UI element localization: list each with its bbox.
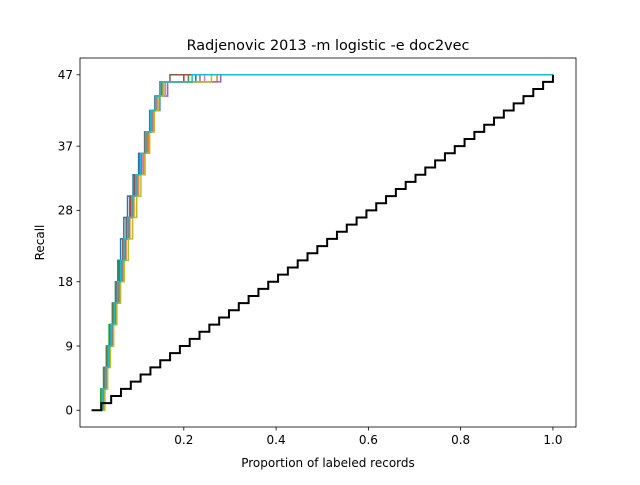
random-baseline-curve: [91, 74, 554, 412]
y-tick-label: 9: [65, 339, 73, 353]
y-axis-label: Recall: [33, 225, 47, 261]
x-tick-label: 0.6: [359, 433, 378, 447]
plot-area: [91, 74, 554, 412]
recall-curve-9: [101, 74, 553, 411]
chart-title: Radjenovic 2013 -m logistic -e doc2vec: [187, 38, 470, 54]
y-tick-label: 37: [58, 139, 73, 153]
y-tick-label: 18: [58, 275, 73, 289]
x-axis-ticks: 0.2 0.4 0.6 0.8 1.0: [174, 427, 562, 447]
x-tick-label: 0.2: [174, 433, 193, 447]
x-tick-label: 1.0: [543, 433, 562, 447]
y-tick-label: 28: [58, 204, 73, 218]
y-tick-label: 47: [58, 68, 73, 82]
y-axis-ticks: 0 9 18 28 37 47: [58, 68, 80, 418]
x-axis-label: Proportion of labeled records: [241, 456, 415, 470]
recall-curve-10: [98, 74, 553, 411]
x-tick-label: 0.8: [451, 433, 470, 447]
x-tick-label: 0.4: [267, 433, 286, 447]
y-tick-label: 0: [65, 404, 73, 418]
axes-frame: [79, 57, 577, 428]
